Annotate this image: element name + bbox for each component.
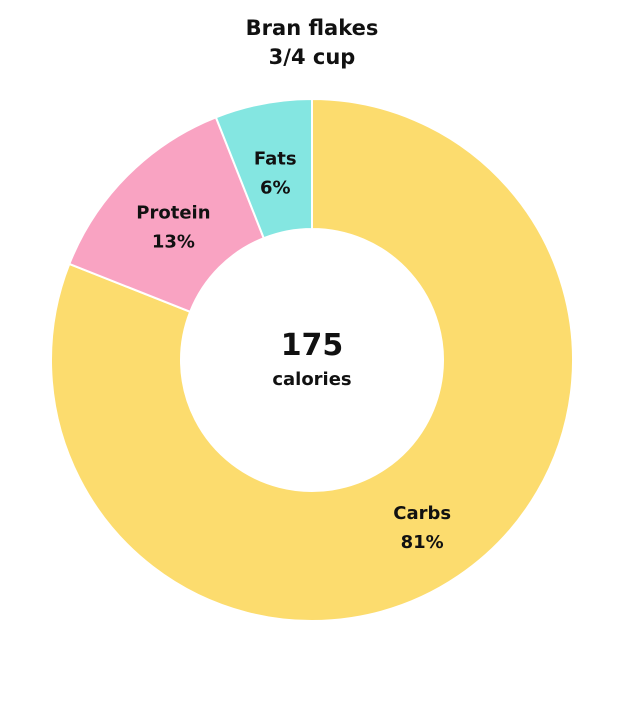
center-calorie-value: 175 [281,328,344,363]
slice-carbs [50,97,574,622]
slice-label-protein: Protein [136,202,210,223]
center-calorie-unit: calories [272,369,351,390]
slice-fats [214,97,313,240]
chart-subtitle: 3/4 cup [268,45,356,69]
slice-percent-protein: 13% [152,231,195,252]
slice-percent-fats: 6% [260,177,291,198]
slice-labels-group: Carbs 81% Protein 13% Fats 6% [136,148,451,553]
slices-group [50,97,574,622]
slice-label-fats: Fats [254,148,297,169]
slice-percent-carbs: 81% [401,532,444,553]
slice-label-carbs: Carbs [393,503,451,524]
chart-title: Bran flakes [245,16,379,40]
